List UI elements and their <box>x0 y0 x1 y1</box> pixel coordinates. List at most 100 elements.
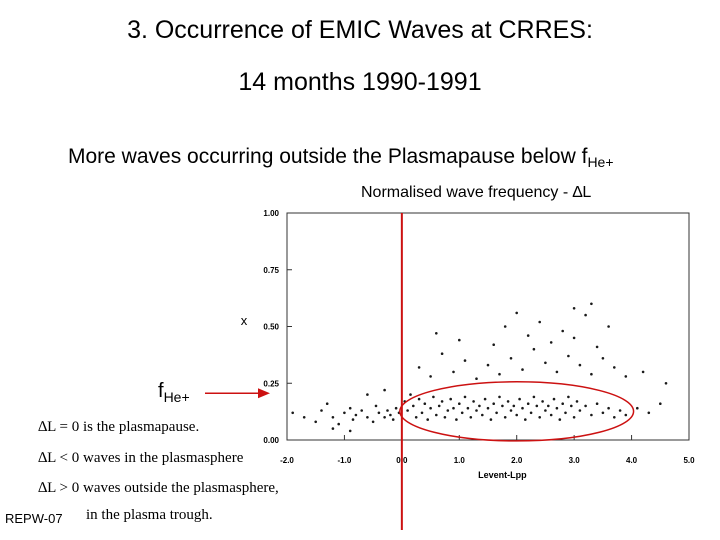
y-tick-label: 0.75 <box>263 266 279 275</box>
data-point <box>590 414 593 417</box>
data-point <box>418 398 421 401</box>
y-tick-label: 0.00 <box>263 436 279 445</box>
data-point <box>541 400 544 403</box>
data-point <box>452 371 455 374</box>
data-point <box>573 416 576 419</box>
data-point <box>326 402 329 405</box>
data-point <box>515 414 518 417</box>
data-point <box>421 412 424 415</box>
x-axis-label: Levent-Lpp <box>478 470 527 480</box>
fhe-label-subscript: He+ <box>164 389 190 405</box>
data-point <box>619 409 622 412</box>
data-point <box>383 389 386 392</box>
data-point <box>533 348 536 351</box>
data-point <box>291 412 294 415</box>
data-point <box>573 307 576 310</box>
data-point <box>504 416 507 419</box>
data-point <box>504 325 507 328</box>
data-point <box>449 398 452 401</box>
plot-frame <box>287 213 689 440</box>
data-point <box>349 430 352 433</box>
x-tick-label: 1.0 <box>454 456 466 465</box>
note-plasmasphere: ∆L < 0 waves in the plasmasphere <box>38 450 243 467</box>
data-point <box>409 393 412 396</box>
data-point <box>576 400 579 403</box>
data-point <box>432 396 435 399</box>
data-point <box>484 398 487 401</box>
data-point <box>441 400 444 403</box>
fhe-label: fHe+ <box>158 380 190 405</box>
data-point <box>406 409 409 412</box>
note-outside-plasmasphere: ∆L > 0 waves outside the plasmasphere, <box>38 480 279 497</box>
data-point <box>544 362 547 365</box>
data-point <box>561 330 564 333</box>
data-point <box>533 396 536 399</box>
data-point <box>527 402 530 405</box>
data-point <box>556 407 559 410</box>
data-point <box>550 341 553 344</box>
data-point <box>355 414 358 417</box>
data-point <box>556 371 559 374</box>
data-point <box>513 405 516 408</box>
data-point <box>607 325 610 328</box>
data-point <box>332 427 335 430</box>
data-point <box>507 400 510 403</box>
data-point <box>464 396 467 399</box>
data-point <box>607 407 610 410</box>
data-point <box>447 409 450 412</box>
data-point <box>429 375 432 378</box>
x-tick-label: 5.0 <box>683 456 695 465</box>
y-tick-label: 0.25 <box>263 379 279 388</box>
data-point <box>343 412 346 415</box>
data-point <box>602 412 605 415</box>
data-point <box>395 407 398 410</box>
data-point <box>544 409 547 412</box>
data-point <box>536 405 539 408</box>
data-point <box>444 416 447 419</box>
data-point <box>360 409 363 412</box>
data-point <box>584 314 587 317</box>
data-point <box>501 405 504 408</box>
data-point <box>470 416 473 419</box>
data-point <box>538 416 541 419</box>
data-point <box>487 364 490 367</box>
data-point <box>527 334 530 337</box>
data-point <box>475 377 478 380</box>
x-tick-label: 4.0 <box>626 456 638 465</box>
data-point <box>498 396 501 399</box>
data-point <box>458 339 461 342</box>
data-point <box>435 414 438 417</box>
footer-code: REPW-07 <box>5 511 63 526</box>
data-point <box>366 416 369 419</box>
data-point <box>498 373 501 376</box>
data-point <box>441 352 444 355</box>
data-point <box>547 405 550 408</box>
data-point <box>378 412 381 415</box>
data-point <box>366 393 369 396</box>
data-point <box>510 409 513 412</box>
data-point <box>659 402 662 405</box>
y-axis-label: x <box>241 313 248 328</box>
data-point <box>521 368 524 371</box>
data-point <box>573 337 576 340</box>
data-point <box>435 332 438 335</box>
y-tick-label: 0.50 <box>263 323 279 332</box>
x-tick-label: 2.0 <box>511 456 523 465</box>
data-point <box>386 409 389 412</box>
data-point <box>352 418 355 421</box>
data-point <box>332 416 335 419</box>
data-point <box>521 407 524 410</box>
data-point <box>418 366 421 369</box>
data-point <box>490 418 493 421</box>
data-point <box>412 405 415 408</box>
data-point <box>590 303 593 306</box>
data-point <box>452 407 455 410</box>
data-point <box>567 396 570 399</box>
note-plasma-trough: in the plasma trough. <box>86 507 213 524</box>
data-point <box>389 414 392 417</box>
data-point <box>481 414 484 417</box>
data-point <box>415 416 418 419</box>
data-point <box>524 418 527 421</box>
data-point <box>303 416 306 419</box>
data-point <box>372 421 375 424</box>
